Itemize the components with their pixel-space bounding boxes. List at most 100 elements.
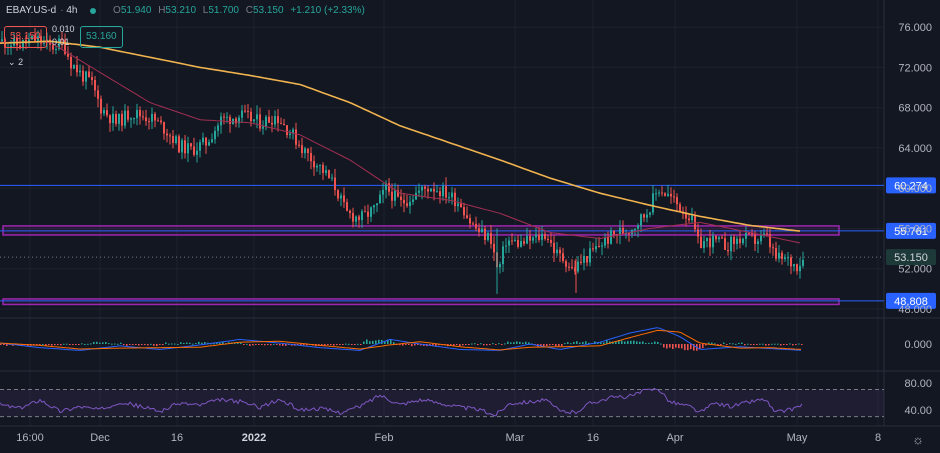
macd-histogram-bar (645, 343, 647, 345)
x-tick-label: May (787, 432, 808, 444)
macd-histogram-bar (615, 341, 617, 344)
macd-histogram-bar (399, 344, 401, 346)
y-tick-label: 56.000 (898, 223, 932, 235)
macd-histogram-bar (420, 344, 422, 346)
macd-histogram-bar (348, 343, 350, 345)
candle-body (40, 36, 42, 44)
candle-body (370, 207, 372, 217)
candle-body (451, 192, 453, 198)
macd-histogram-bar (387, 339, 389, 344)
low-value: 51.700 (208, 5, 239, 16)
candle-body (295, 129, 297, 145)
candle-body (667, 193, 669, 196)
candle-body (718, 237, 720, 240)
settings-gear-icon[interactable]: ☼ (912, 432, 924, 447)
macd-histogram-bar (543, 344, 545, 347)
candle-body (391, 191, 393, 201)
macd-histogram-bar (234, 342, 236, 344)
candle-body (601, 245, 603, 247)
macd-histogram-bar (186, 342, 188, 344)
macd-histogram-bar (249, 344, 251, 346)
candle-body (643, 214, 645, 218)
x-tick-label: 16 (171, 432, 183, 444)
macd-histogram-bar (243, 344, 245, 345)
macd-histogram-bar (138, 344, 140, 346)
macd-histogram-bar (72, 344, 74, 346)
macd-histogram-bar (78, 344, 80, 345)
macd-histogram-bar (273, 343, 275, 345)
candle-body (628, 233, 630, 235)
candle-body (343, 195, 345, 203)
macd-histogram-bar (303, 344, 305, 346)
macd-histogram-bar (795, 344, 797, 345)
macd-histogram-bar (183, 342, 185, 344)
candle-body (523, 241, 525, 244)
candle-body (199, 142, 201, 151)
symbol-label[interactable]: EBAY.US-d (6, 5, 57, 16)
macd-histogram-bar (165, 342, 167, 344)
macd-histogram-bar (507, 341, 509, 344)
candle-body (445, 186, 447, 198)
candle-body (76, 64, 78, 73)
x-tick-label: Apr (666, 432, 683, 444)
candle-body (520, 241, 522, 247)
horizontal-line-label-bg (886, 177, 936, 194)
candle-body (475, 223, 477, 229)
candle-body (205, 137, 207, 146)
macd-histogram-bar (453, 344, 455, 346)
candle-body (778, 252, 780, 259)
candle-body (265, 116, 267, 127)
candle-body (181, 140, 183, 153)
sell-button[interactable]: 53.150 (4, 26, 47, 48)
candle-body (259, 114, 261, 129)
macd-histogram-bar (582, 341, 584, 344)
candle-body (418, 190, 420, 193)
macd-histogram-bar (519, 341, 521, 344)
candle-body (751, 233, 753, 235)
candle-body (376, 203, 378, 206)
macd-histogram-bar (585, 341, 587, 344)
candle-body (442, 186, 444, 197)
macd-histogram-bar (84, 343, 86, 345)
candle-body (268, 116, 270, 123)
indicator-fold[interactable]: ⌄ 2 (8, 57, 23, 68)
candle-body (337, 190, 339, 199)
candle-body (361, 211, 363, 221)
macd-histogram-bar (741, 342, 743, 344)
macd-histogram-bar (351, 344, 353, 345)
interval-label[interactable]: 4h (66, 5, 78, 16)
macd-histogram-bar (192, 343, 194, 345)
candle-body (439, 191, 441, 197)
macd-histogram-bar (264, 344, 266, 346)
macd-histogram-bar (690, 344, 692, 350)
macd-histogram-bar (549, 344, 551, 346)
macd-histogram-bar (201, 342, 203, 344)
candle-body (178, 136, 180, 153)
macd-histogram-bar (744, 344, 746, 346)
candle-body (691, 215, 693, 221)
macd-histogram-bar (666, 344, 668, 349)
candle-body (802, 259, 804, 266)
macd-histogram-bar (555, 344, 557, 347)
macd-histogram-bar (564, 343, 566, 345)
candle-body (589, 248, 591, 263)
buy-button[interactable]: 53.160 (80, 26, 123, 48)
candle-body (37, 36, 39, 41)
macd-histogram-bar (735, 343, 737, 345)
candle-body (745, 232, 747, 239)
macd-histogram-bar (501, 344, 503, 345)
candle-body (166, 133, 168, 136)
candle-body (34, 35, 36, 41)
candle-body (103, 110, 105, 114)
horizontal-line-label-bg (886, 222, 936, 239)
candle-body (466, 215, 468, 219)
candle-body (676, 197, 678, 205)
macd-histogram-bar (321, 344, 323, 346)
candle-body (574, 267, 576, 272)
macd-histogram-bar (588, 342, 590, 344)
macd-histogram-bar (375, 340, 377, 344)
candle-body (511, 240, 513, 242)
candle-body (541, 233, 543, 240)
macd-histogram-bar (720, 344, 722, 345)
